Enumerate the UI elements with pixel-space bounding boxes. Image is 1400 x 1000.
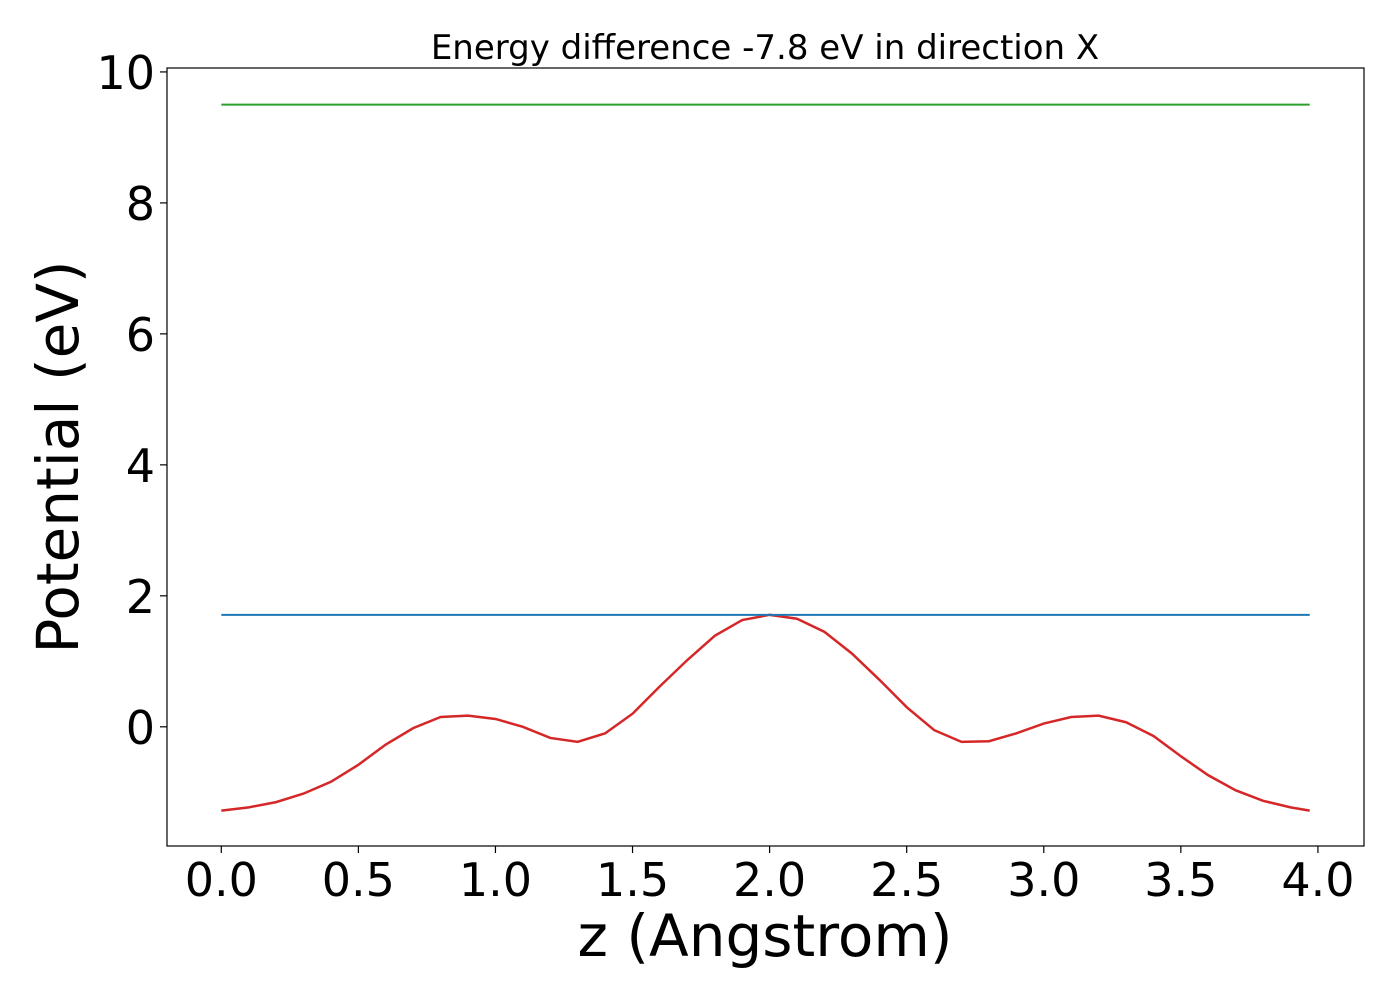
x-axis-label: z (Angstrom) <box>578 902 953 970</box>
x-tick-label: 4.0 <box>1281 853 1354 907</box>
x-tick-label: 1.5 <box>596 853 669 907</box>
x-tick-label: 3.5 <box>1144 853 1217 907</box>
x-tick-label: 3.0 <box>1007 853 1080 907</box>
y-axis-label: Potential (eV) <box>24 260 92 653</box>
y-tick-label: 0 <box>126 701 155 755</box>
y-tick-label: 4 <box>126 439 155 493</box>
y-tick-label: 6 <box>126 308 155 362</box>
series-line <box>221 613 1310 812</box>
x-tick-label: 1.0 <box>459 853 532 907</box>
x-tick-label: 2.5 <box>870 853 943 907</box>
chart-title: Energy difference -7.8 eV in direction X <box>431 28 1099 68</box>
y-tick-label: 8 <box>126 177 155 231</box>
y-tick-label: 2 <box>126 570 155 624</box>
plot-frame <box>166 67 1365 847</box>
x-tick-label: 2.0 <box>733 853 806 907</box>
y-tick-label: 10 <box>96 46 155 100</box>
x-tick-label: 0.5 <box>322 853 395 907</box>
x-tick-label: 0.0 <box>185 853 258 907</box>
